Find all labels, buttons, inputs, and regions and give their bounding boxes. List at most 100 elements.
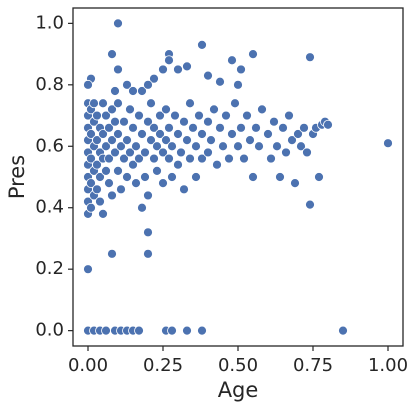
point <box>242 110 252 121</box>
point <box>173 64 183 75</box>
point <box>323 119 333 130</box>
point <box>140 172 150 182</box>
y-tick-label: 0.2 <box>35 258 64 279</box>
point <box>164 122 174 133</box>
point <box>284 110 294 121</box>
point <box>191 172 201 182</box>
point <box>179 116 189 127</box>
point <box>278 122 288 133</box>
point <box>224 153 234 164</box>
point <box>149 153 159 164</box>
point <box>269 116 279 127</box>
point <box>185 153 195 164</box>
y-axis-label: Pres <box>5 155 29 199</box>
point <box>218 141 228 152</box>
point <box>293 129 303 139</box>
point <box>203 116 213 127</box>
point <box>110 86 120 96</box>
point <box>122 172 132 182</box>
point <box>128 122 138 133</box>
point <box>113 18 123 29</box>
point <box>182 61 192 72</box>
x-tick-label: 0.50 <box>218 355 258 376</box>
point <box>101 165 111 176</box>
point <box>107 248 117 259</box>
point <box>143 227 153 238</box>
point <box>305 52 315 63</box>
point <box>95 196 105 207</box>
point <box>272 141 282 152</box>
point <box>113 129 123 139</box>
point <box>191 141 201 152</box>
point <box>134 110 144 121</box>
y-tick-label: 1.0 <box>35 12 64 33</box>
point <box>149 73 159 84</box>
point <box>170 110 180 121</box>
point <box>116 141 126 152</box>
x-axis-label: Age <box>218 378 259 402</box>
point <box>221 110 231 121</box>
point <box>173 159 183 170</box>
point <box>119 116 129 127</box>
point <box>197 129 207 139</box>
point <box>185 98 195 109</box>
point <box>263 129 273 139</box>
point <box>143 248 153 259</box>
point <box>197 325 207 336</box>
point <box>101 141 111 152</box>
point <box>152 141 162 152</box>
point <box>245 135 255 146</box>
point <box>137 129 147 139</box>
x-tick-label: 0.25 <box>143 355 183 376</box>
point <box>125 104 135 115</box>
point <box>143 116 153 127</box>
point <box>173 129 183 139</box>
point <box>203 147 213 158</box>
point <box>197 39 207 50</box>
point <box>203 70 213 81</box>
point <box>107 135 117 146</box>
point <box>239 153 249 164</box>
point <box>236 64 246 75</box>
point <box>146 135 156 146</box>
y-tick-label: 0.6 <box>35 135 64 156</box>
point <box>137 86 147 96</box>
point <box>251 122 261 133</box>
point <box>92 184 102 195</box>
point <box>107 190 117 201</box>
point <box>86 202 96 213</box>
point <box>104 122 114 133</box>
point <box>212 159 222 170</box>
point <box>296 141 306 152</box>
y-tick-label: 0.8 <box>35 74 64 95</box>
point <box>158 178 168 189</box>
point <box>155 110 165 121</box>
point <box>254 141 264 152</box>
point <box>98 98 108 109</box>
point <box>95 172 105 182</box>
point <box>134 153 144 164</box>
x-tick-label: 0.00 <box>68 355 108 376</box>
point <box>290 178 300 189</box>
point <box>137 202 147 213</box>
point <box>338 325 348 336</box>
point <box>248 172 258 182</box>
point <box>233 79 243 90</box>
point <box>83 264 93 275</box>
point <box>101 110 111 121</box>
point <box>266 153 276 164</box>
point <box>131 178 141 189</box>
point <box>143 79 153 90</box>
point <box>140 147 150 158</box>
point <box>167 325 177 336</box>
point <box>143 190 153 201</box>
point <box>122 79 132 90</box>
y-tick-label: 0.0 <box>35 320 64 341</box>
point <box>158 64 168 75</box>
point <box>206 135 216 146</box>
point <box>146 98 156 109</box>
point <box>176 147 186 158</box>
point <box>125 147 135 158</box>
point <box>302 147 312 158</box>
point <box>167 172 177 182</box>
